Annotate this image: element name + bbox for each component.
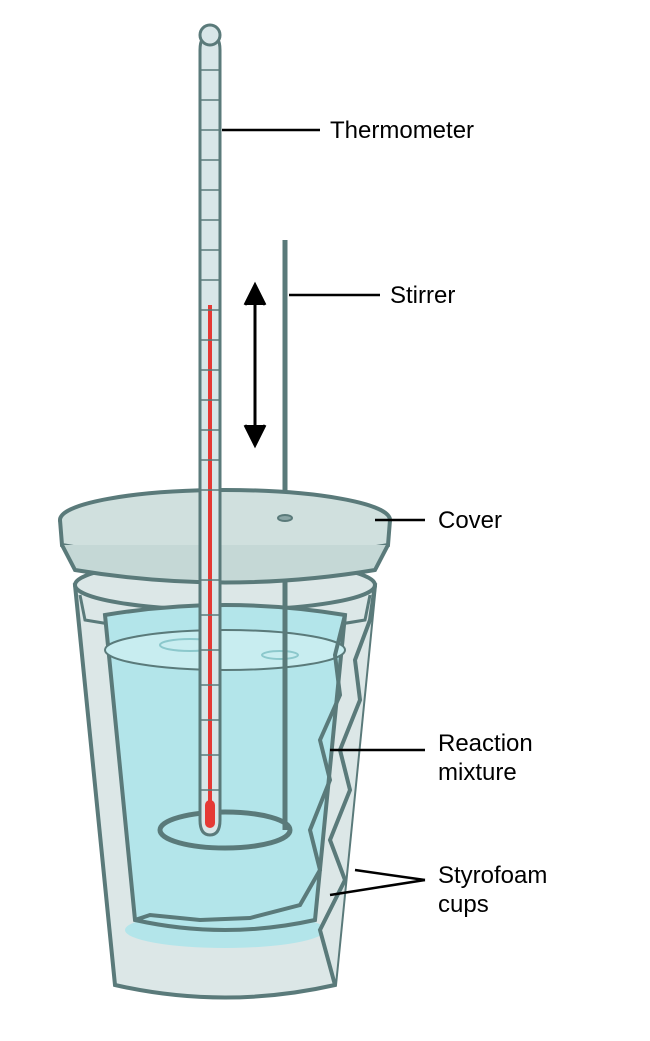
reaction-mixture-label: Reaction mixture [438, 730, 533, 788]
thermometer-top-bulb [200, 25, 220, 45]
cover-lip [62, 545, 388, 583]
cover-label: Cover [438, 507, 502, 535]
diagram-svg [0, 0, 650, 1041]
stirrer-hole [278, 515, 292, 521]
liquid-surface [105, 630, 345, 670]
stirrer-motion-arrow [245, 285, 265, 445]
styrofoam-cups-label: Styrofoam cups [438, 862, 547, 920]
stirrer-label: Stirrer [390, 282, 455, 310]
calorimeter-diagram: Thermometer Stirrer Cover Reaction mixtu… [0, 0, 650, 1041]
thermometer-label: Thermometer [330, 117, 474, 145]
thermometer-bulb [205, 800, 215, 828]
